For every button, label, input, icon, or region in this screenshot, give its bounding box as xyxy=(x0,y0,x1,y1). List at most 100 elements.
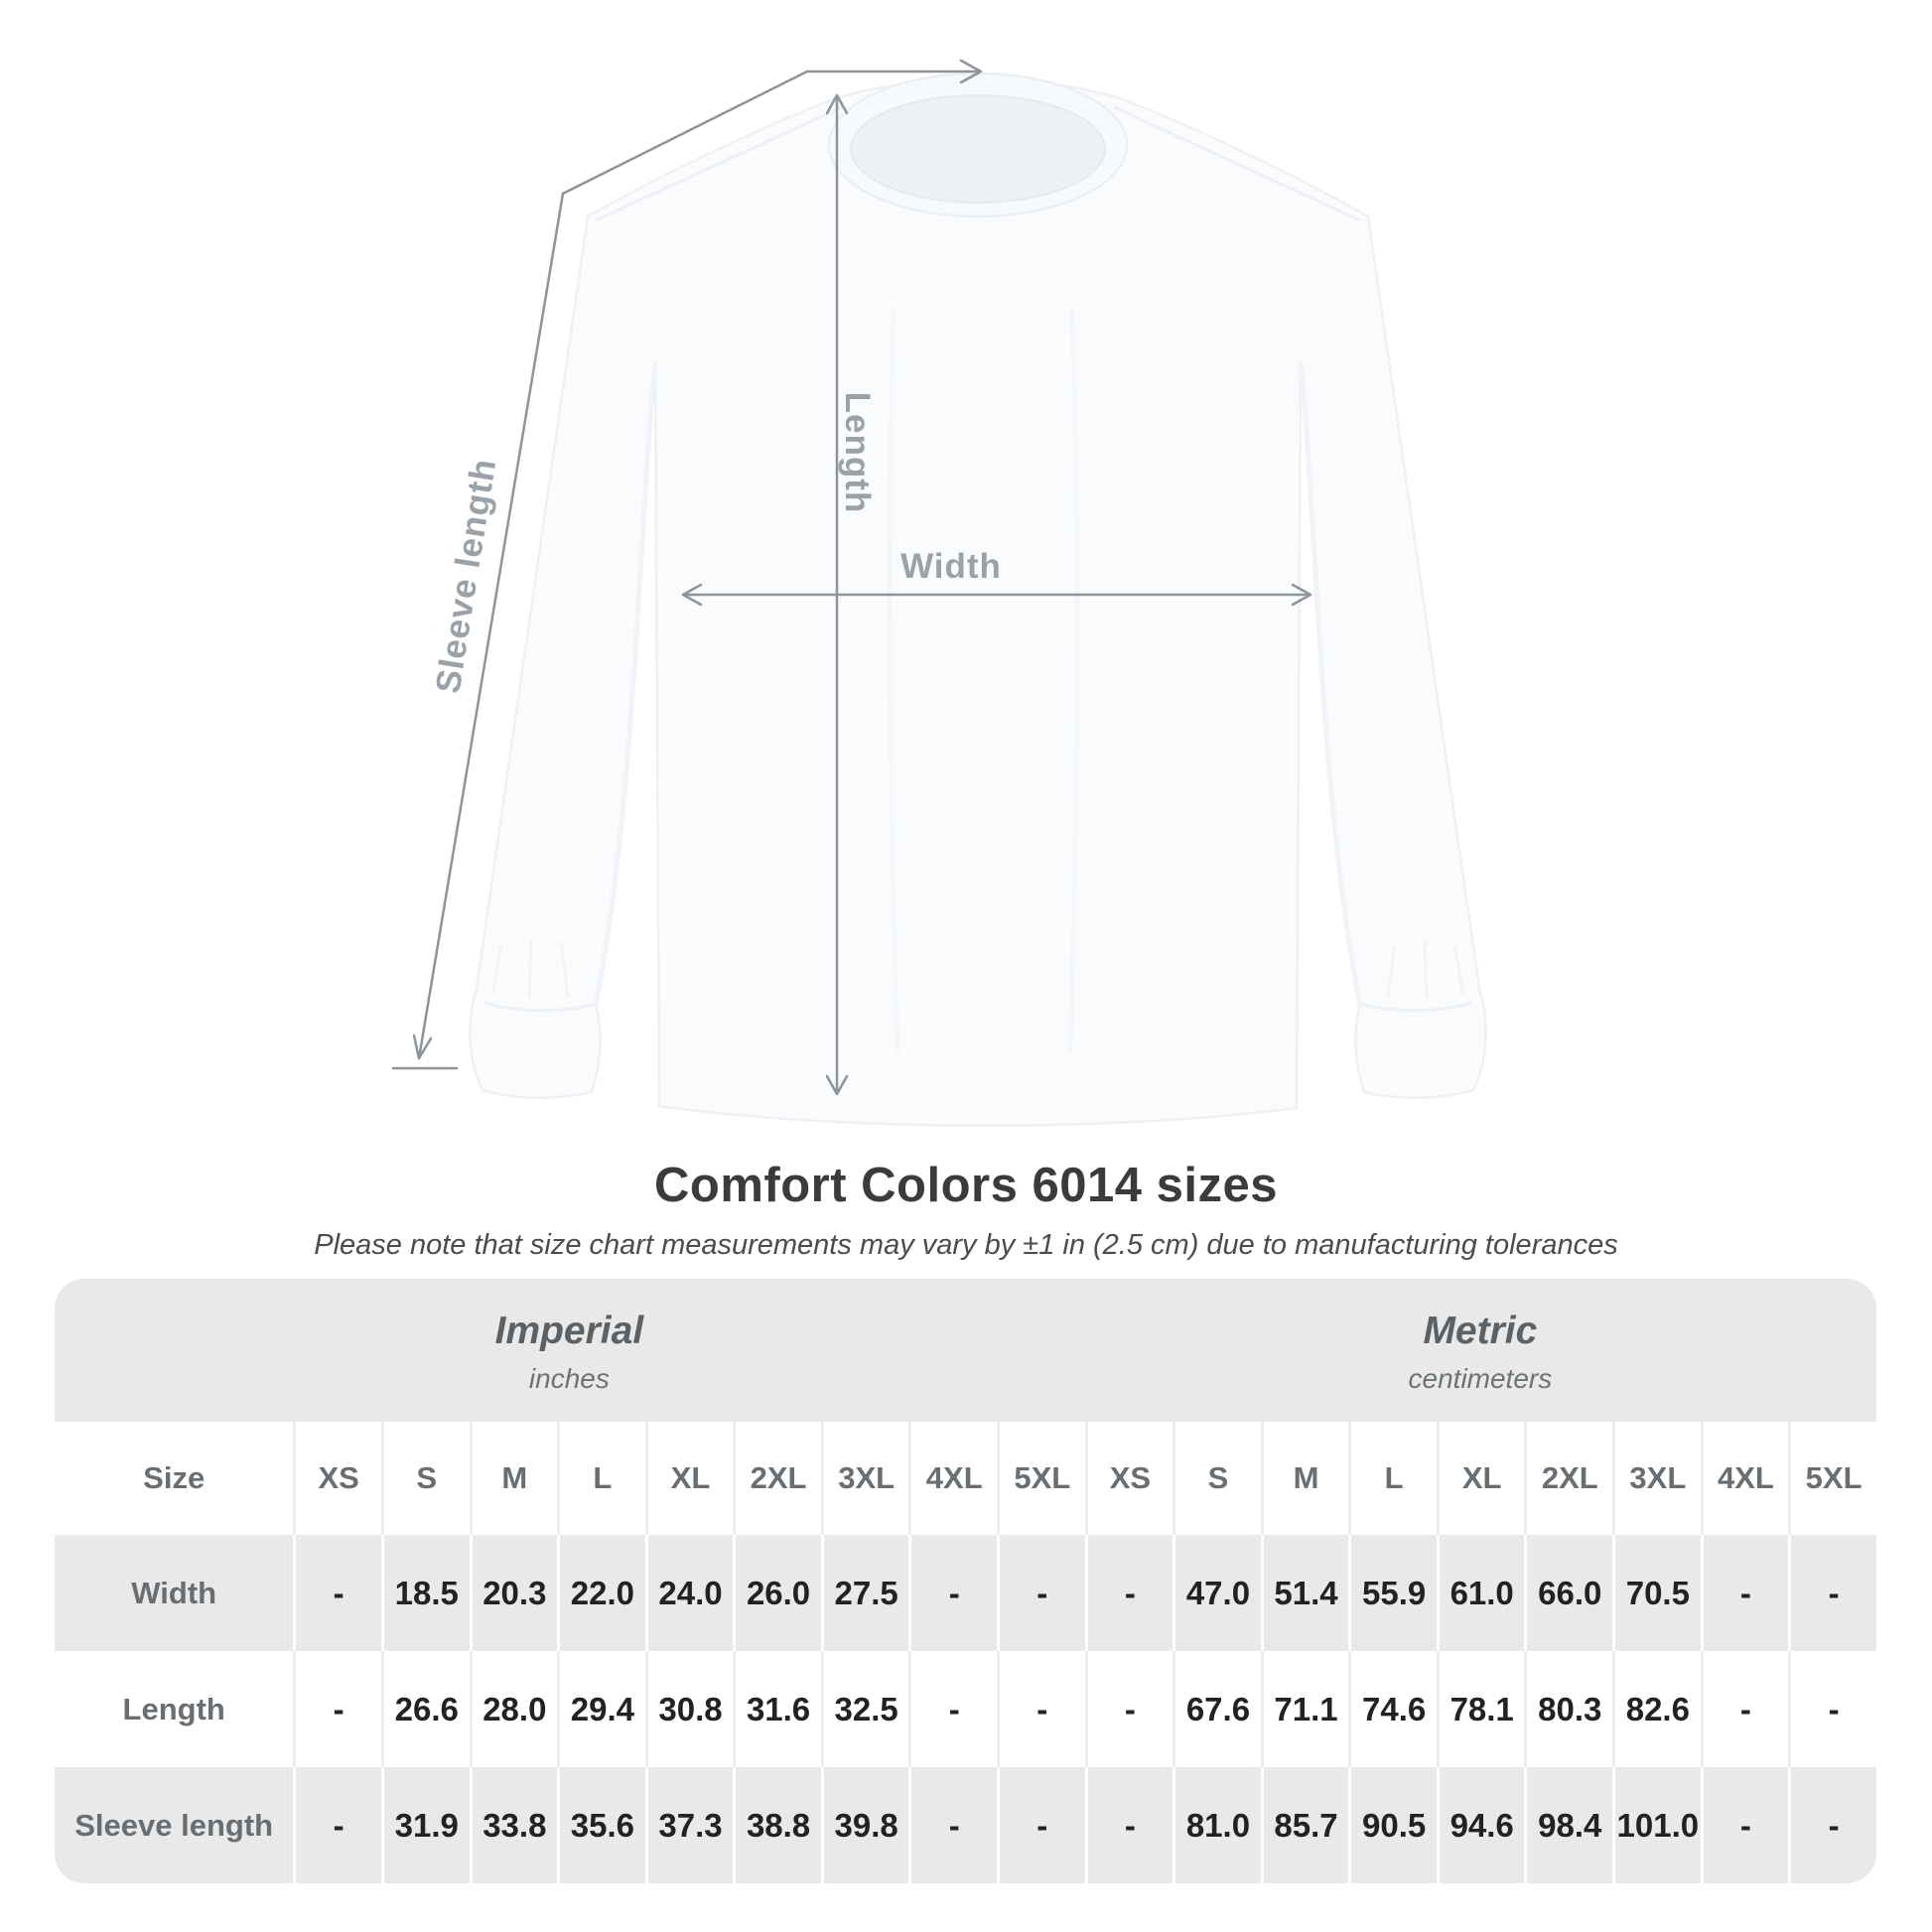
imperial-value-cell: 31.6 xyxy=(733,1651,821,1767)
metric-size-header: 4XL xyxy=(1700,1422,1789,1535)
imperial-value-cell: 29.4 xyxy=(557,1651,645,1767)
imperial-value-cell: 30.8 xyxy=(644,1651,734,1767)
imperial-size-header: 5XL xyxy=(997,1422,1085,1535)
fabric-crease xyxy=(1067,307,1080,1053)
metric-size-header: XS xyxy=(1084,1422,1173,1535)
metric-value-cell: 47.0 xyxy=(1173,1535,1261,1651)
sleeve-length-measure-line xyxy=(391,69,809,1070)
metric-size-header: L xyxy=(1348,1422,1437,1535)
imperial-value-cell: 28.0 xyxy=(469,1651,558,1767)
imperial-value-cell: 35.6 xyxy=(557,1767,645,1883)
metric-value-cell: 55.9 xyxy=(1348,1535,1437,1651)
metric-value-cell: - xyxy=(1084,1767,1173,1883)
size-table-grid: Size XS S M L XL 2XL 3XL 4XL 5XL XS S M L XL 2XL 3XL 4XL 5… xyxy=(55,1422,1876,1883)
left-cuff-gathers xyxy=(490,940,570,1000)
imperial-size-header: L xyxy=(557,1422,645,1535)
imperial-value-cell: 26.0 xyxy=(733,1535,821,1651)
width-measure-label: Width xyxy=(900,547,1002,586)
table-row: Length -26.6 28.0 29.4 30.8 31.6 32.5- - -67.6 71… xyxy=(55,1651,1876,1767)
imperial-unit-header: Imperial inches xyxy=(55,1279,1084,1422)
left-shoulder-seam xyxy=(595,105,843,222)
metric-value-cell: - xyxy=(1700,1535,1789,1651)
metric-size-header: XL xyxy=(1436,1422,1525,1535)
size-column-header: Size xyxy=(55,1422,294,1535)
metric-value-cell: 61.0 xyxy=(1436,1535,1525,1651)
shirt-diagram xyxy=(391,59,1487,1127)
imperial-value-cell: 33.8 xyxy=(469,1767,558,1883)
metric-value-cell: 98.4 xyxy=(1524,1767,1612,1883)
metric-sublabel: centimeters xyxy=(1408,1363,1553,1394)
size-table-header-row: Size XS S M L XL 2XL 3XL 4XL 5XL XS S M L XL 2XL 3XL 4XL 5… xyxy=(55,1422,1876,1535)
imperial-label: Imperial xyxy=(494,1310,644,1352)
size-table: Imperial inches Metric centimeters Size X… xyxy=(55,1279,1876,1883)
fabric-crease xyxy=(888,307,900,1053)
metric-size-header: M xyxy=(1260,1422,1349,1535)
imperial-size-header: XL xyxy=(644,1422,734,1535)
metric-value-cell: - xyxy=(1788,1535,1876,1651)
metric-value-cell: 85.7 xyxy=(1260,1767,1349,1883)
imperial-value-cell: - xyxy=(997,1651,1085,1767)
imperial-value-cell: 22.0 xyxy=(557,1535,645,1651)
imperial-size-header: 2XL xyxy=(733,1422,821,1535)
metric-value-cell: 70.5 xyxy=(1612,1535,1701,1651)
imperial-value-cell: 20.3 xyxy=(469,1535,558,1651)
page-title: Comfort Colors 6014 sizes xyxy=(654,1159,1278,1212)
width-measure-line xyxy=(681,583,1312,607)
imperial-value-cell: - xyxy=(908,1651,997,1767)
row-label: Width xyxy=(131,1575,217,1610)
metric-value-cell: - xyxy=(1700,1767,1789,1883)
imperial-value-cell: 31.9 xyxy=(380,1767,470,1883)
table-row: Sleeve length -31.9 33.8 35.6 37.3 38.8 39.8- -… xyxy=(55,1767,1876,1883)
imperial-size-header: 4XL xyxy=(908,1422,997,1535)
right-cuff-gathers xyxy=(1386,940,1465,1000)
size-table-body: Width -18.5 20.3 22.0 24.0 26.0 27.5- - -47.0 51.… xyxy=(55,1535,1876,1883)
shirt-image xyxy=(469,71,1487,1127)
left-cuff xyxy=(483,1001,595,1013)
imperial-value-cell: - xyxy=(997,1535,1085,1651)
metric-size-header: 3XL xyxy=(1612,1422,1701,1535)
imperial-value-cell: - xyxy=(293,1535,381,1651)
imperial-value-cell: - xyxy=(908,1767,997,1883)
imperial-value-cell: 27.5 xyxy=(820,1535,909,1651)
left-sleeve-seam xyxy=(593,361,658,1006)
metric-value-cell: 67.6 xyxy=(1173,1651,1261,1767)
metric-value-cell: 71.1 xyxy=(1260,1651,1349,1767)
imperial-value-cell: - xyxy=(293,1767,381,1883)
imperial-size-header: 3XL xyxy=(820,1422,909,1535)
metric-value-cell: - xyxy=(1788,1651,1876,1767)
imperial-value-cell: 26.6 xyxy=(380,1651,470,1767)
imperial-value-cell: - xyxy=(908,1535,997,1651)
metric-value-cell: 94.6 xyxy=(1436,1767,1525,1883)
imperial-size-header: S xyxy=(380,1422,470,1535)
imperial-value-cell: - xyxy=(997,1767,1085,1883)
metric-value-cell: 74.6 xyxy=(1348,1651,1437,1767)
imperial-value-cell: 38.8 xyxy=(733,1767,821,1883)
metric-value-cell: 66.0 xyxy=(1524,1535,1612,1651)
metric-value-cell: - xyxy=(1084,1651,1173,1767)
right-shoulder-seam xyxy=(1113,105,1361,222)
metric-value-cell: 51.4 xyxy=(1260,1535,1349,1651)
metric-size-header: 5XL xyxy=(1788,1422,1876,1535)
right-cuff xyxy=(1361,1001,1472,1013)
metric-value-cell: 81.0 xyxy=(1173,1767,1261,1883)
metric-value-cell: 80.3 xyxy=(1524,1651,1612,1767)
metric-label: Metric xyxy=(1423,1310,1538,1352)
right-sleeve-seam xyxy=(1298,361,1363,1006)
metric-unit-header: Metric centimeters xyxy=(1084,1279,1876,1422)
imperial-size-header: XS xyxy=(293,1422,381,1535)
metric-value-cell: - xyxy=(1700,1651,1789,1767)
collar-neck-hole xyxy=(850,94,1106,204)
imperial-value-cell: 24.0 xyxy=(644,1535,734,1651)
row-label: Sleeve length xyxy=(74,1807,274,1843)
imperial-value-cell: 32.5 xyxy=(820,1651,909,1767)
metric-size-header: S xyxy=(1173,1422,1261,1535)
imperial-value-cell: - xyxy=(293,1651,381,1767)
metric-size-header: 2XL xyxy=(1524,1422,1613,1535)
metric-value-cell: 90.5 xyxy=(1348,1767,1437,1883)
metric-value-cell: 78.1 xyxy=(1436,1651,1525,1767)
page-subtitle: Please note that size chart measurements… xyxy=(314,1229,1618,1261)
imperial-value-cell: 18.5 xyxy=(380,1535,470,1651)
shirt-silhouette xyxy=(469,77,1487,1127)
imperial-sublabel: inches xyxy=(528,1363,610,1394)
size-table-head: Size XS S M L XL 2XL 3XL 4XL 5XL XS S M L XL 2XL 3XL 4XL 5… xyxy=(55,1422,1876,1535)
